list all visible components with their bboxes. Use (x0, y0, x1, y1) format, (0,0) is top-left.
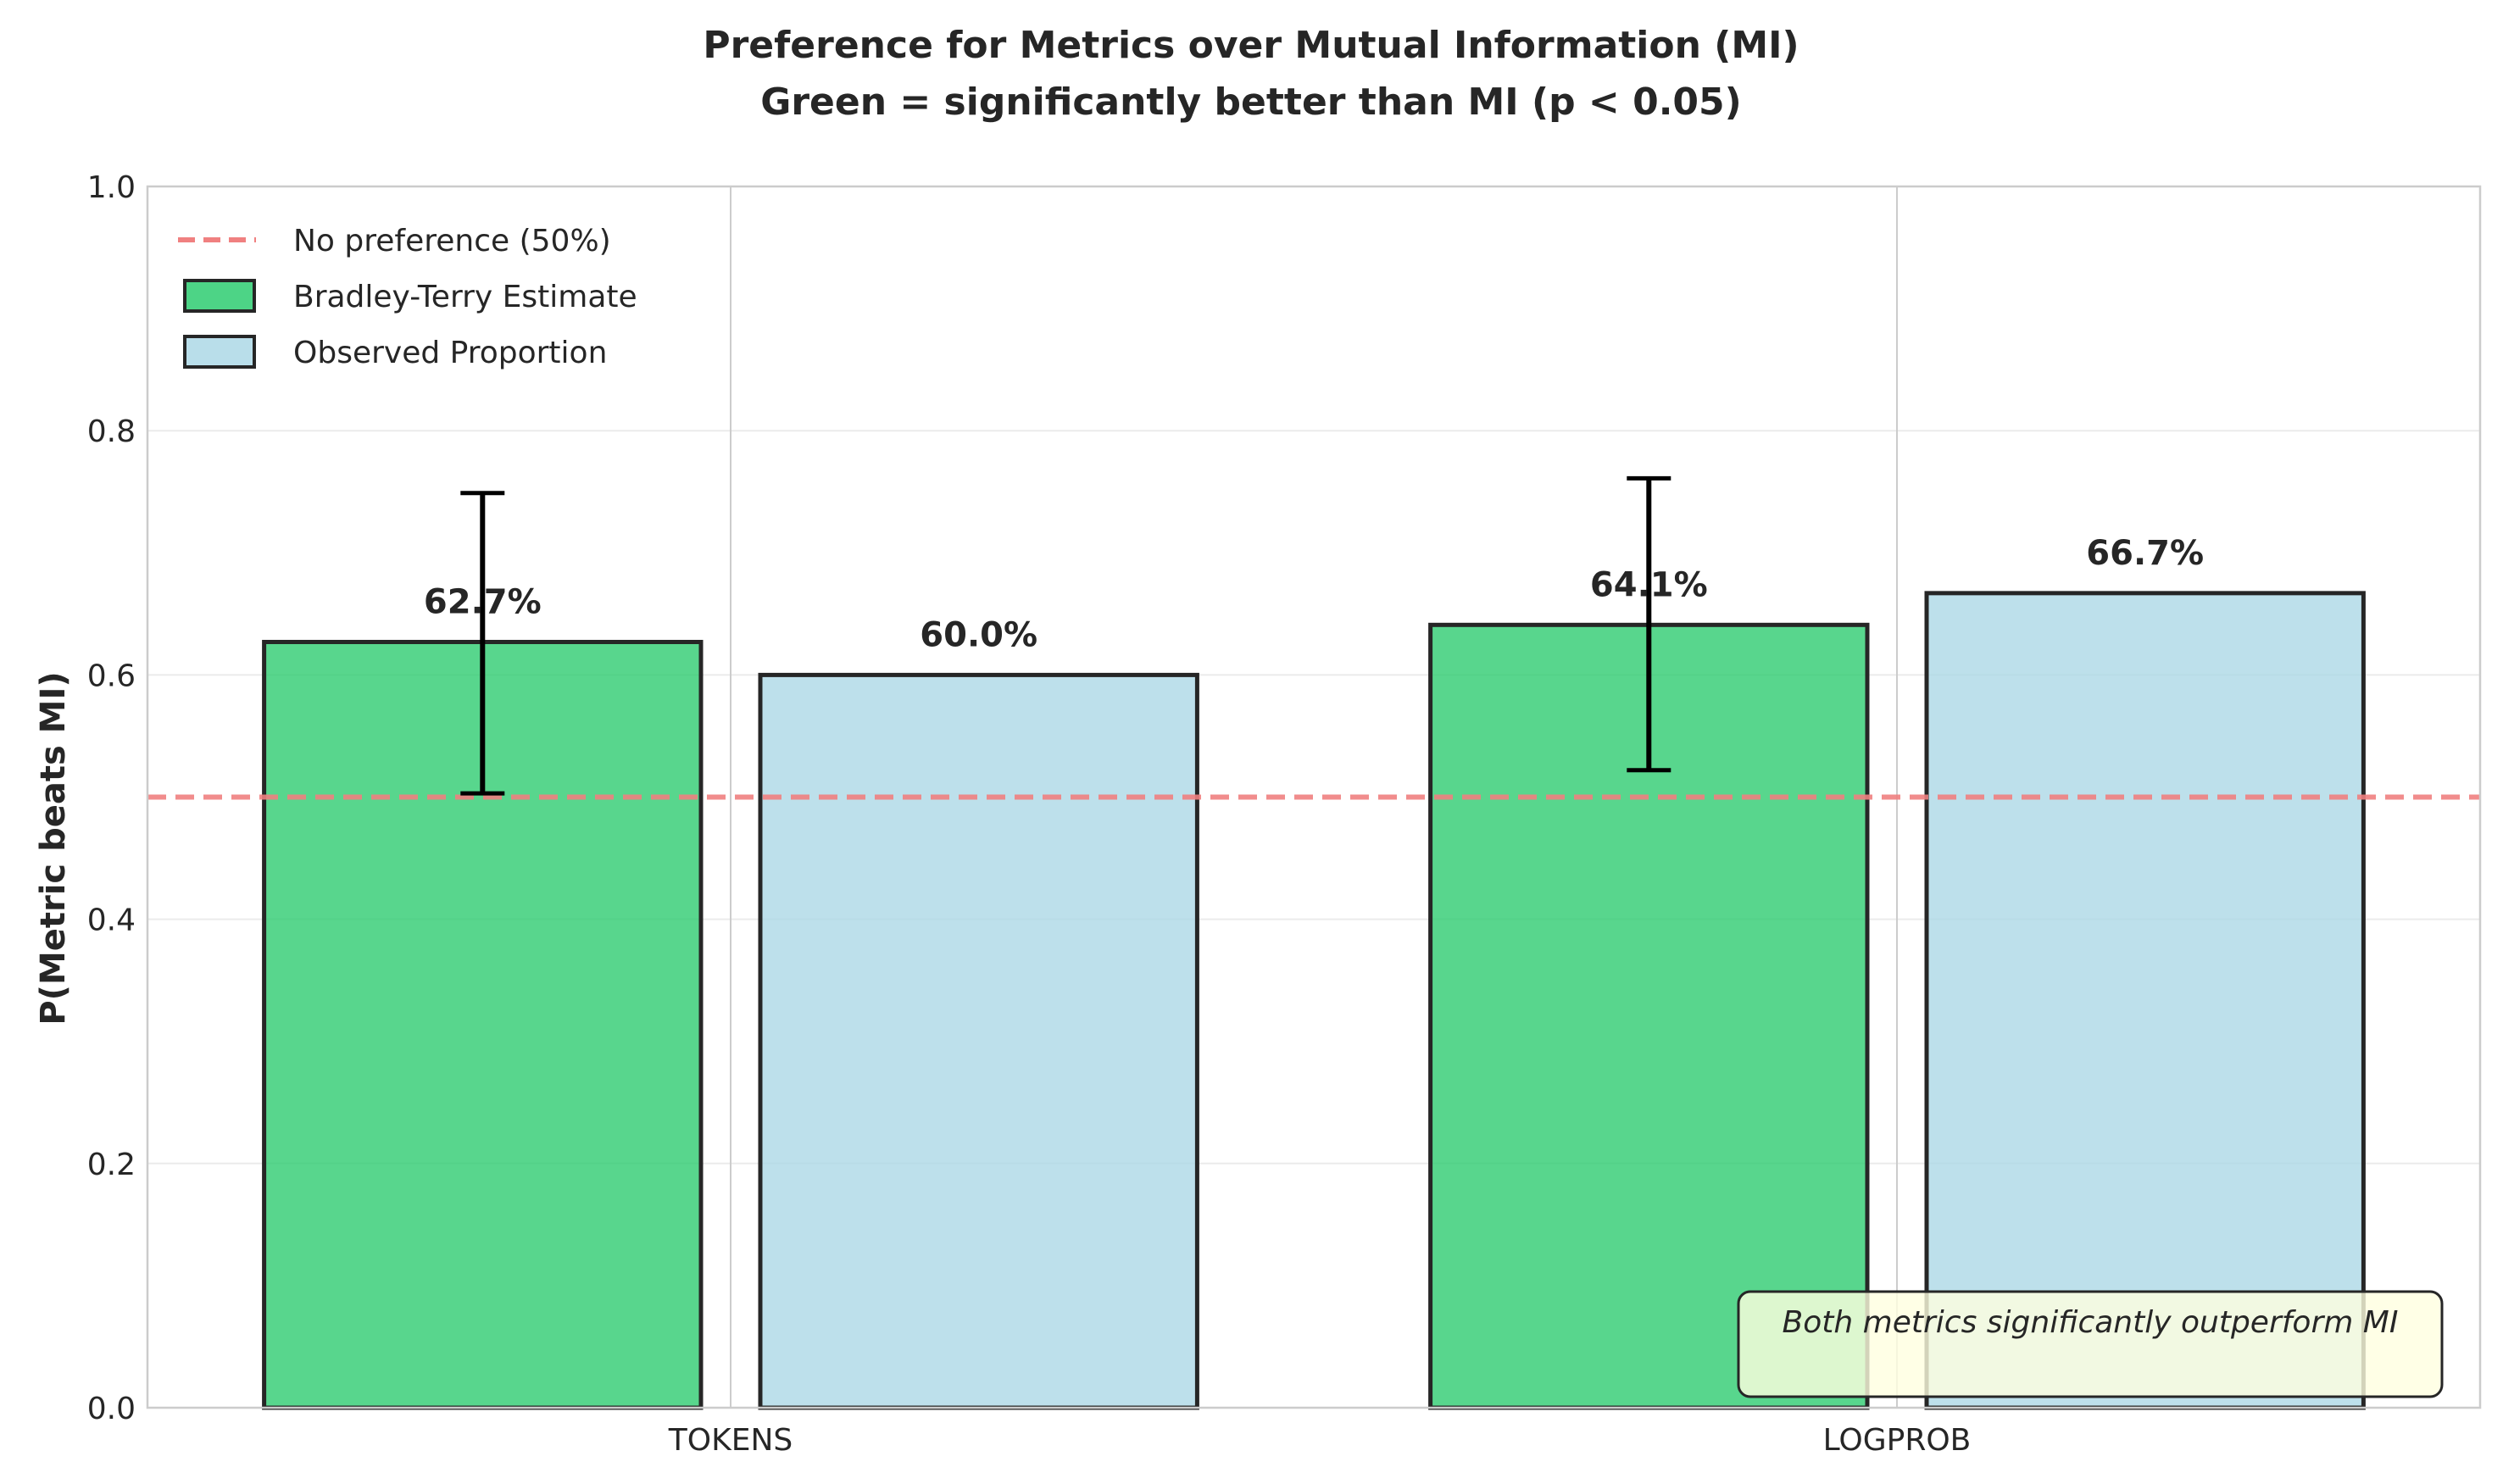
legend: No preference (50%) Bradley-Terry Estima… (178, 224, 637, 370)
x-axis-ticks: TOKENS LOGPROB (668, 1423, 1972, 1458)
legend-label-bradley-terry: Bradley-Terry Estimate (293, 280, 637, 314)
y-axis-label: P(Metric beats MI) (34, 671, 73, 1025)
legend-label-observed: Observed Proportion (293, 336, 607, 370)
legend-swatch-bradley-terry (183, 279, 256, 313)
plot-frame (146, 185, 2482, 1409)
chart-title: Preference for Metrics over Mutual Infor… (703, 24, 1799, 67)
legend-reference-label: No preference (50%) (293, 224, 611, 258)
bar (1924, 591, 2366, 1410)
data-label: 62.7% (424, 582, 542, 621)
chart-subtitle: Green = significantly better than MI (p … (760, 81, 1742, 124)
annotation-text: Both metrics significantly outperform MI (1783, 1305, 2399, 1340)
legend-swatch-observed (183, 335, 256, 369)
x-tick-label: TOKENS (668, 1423, 793, 1458)
data-labels: 62.7% 60.0% 64.1% 66.7% (424, 534, 2204, 655)
bar (758, 672, 1199, 1410)
y-axis-ticks: 0.0 0.2 0.4 0.6 0.8 1.0 (87, 170, 136, 1426)
bars (262, 591, 2366, 1410)
error-bars (460, 475, 1671, 796)
y-tick-label: 0.2 (87, 1148, 136, 1182)
y-tick-label: 0.6 (87, 659, 136, 693)
data-label: 66.7% (2086, 534, 2204, 573)
y-tick-label: 0.4 (87, 903, 136, 938)
y-tick-label: 0.8 (87, 414, 136, 449)
data-label: 60.0% (920, 615, 1037, 654)
data-label: 64.1% (1590, 565, 1708, 604)
annotation: Both metrics significantly outperform MI (1737, 1290, 2444, 1398)
y-tick-label: 1.0 (87, 170, 136, 205)
x-tick-label: LOGPROB (1823, 1423, 1972, 1458)
y-tick-label: 0.0 (87, 1392, 136, 1426)
annotation-box (1737, 1290, 2444, 1398)
